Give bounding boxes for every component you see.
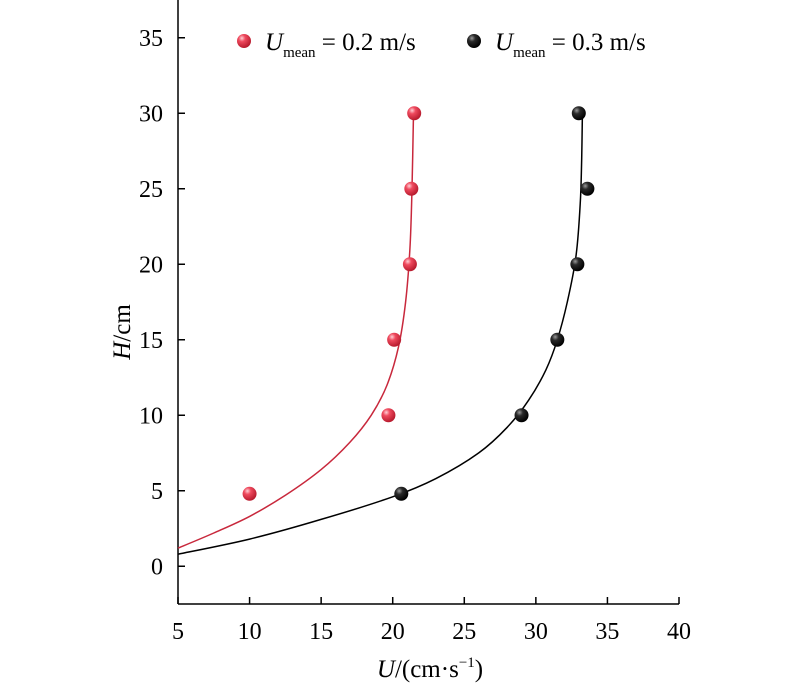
point-s1-2: [550, 332, 565, 347]
fit-curve-0: [177, 113, 415, 549]
data-points: [242, 106, 595, 501]
point-s1-3: [570, 257, 585, 272]
plot-frame: [177, 0, 679, 605]
legend-rest-0: = 0.2 m/s: [316, 29, 416, 56]
x-tick-label-4: 25: [452, 619, 476, 645]
y-tick-label-7: 35: [139, 26, 163, 52]
x-tick-label-6: 35: [595, 619, 619, 645]
point-s1-1: [514, 408, 529, 423]
legend-label-0: Umean = 0.2 m/s: [265, 29, 416, 61]
y-axis-title: H/cm: [109, 304, 136, 361]
legend-marker-1: [467, 34, 481, 48]
point-s0-4: [404, 181, 419, 196]
x-ticks: 5 10 15 20 25 30 35 40: [172, 597, 691, 645]
x-axis-title: U/(cm·s−1): [377, 655, 483, 683]
y-tick-label-5: 25: [139, 177, 163, 203]
x-tick-label-1: 10: [238, 619, 262, 645]
y-tick-label-4: 20: [139, 252, 163, 278]
y-axis-unit: /cm: [109, 304, 136, 342]
x-tick-label-0: 5: [172, 619, 184, 645]
x-axis-exp: −1: [459, 655, 475, 671]
legend-label-1: Umean = 0.3 m/s: [495, 29, 646, 61]
y-ticks: 0 5 10 15 20 25 30 35: [139, 26, 185, 580]
legend-marker-0: [237, 34, 251, 48]
y-tick-label-2: 10: [139, 403, 163, 429]
x-tick-label-2: 15: [309, 619, 333, 645]
point-s0-1: [381, 408, 396, 423]
point-s1-4: [580, 181, 595, 196]
point-s0-5: [407, 106, 422, 121]
x-axis-var: U: [377, 656, 397, 683]
y-tick-label-3: 15: [139, 328, 163, 354]
point-s1-5: [571, 106, 586, 121]
point-s0-3: [402, 257, 417, 272]
legend-sub-0: mean: [283, 45, 316, 61]
y-tick-label-0: 0: [151, 554, 163, 580]
point-s0-0: [242, 486, 257, 501]
y-tick-label-1: 5: [151, 479, 163, 505]
fit-curves: [177, 113, 584, 555]
y-tick-label-6: 30: [139, 101, 163, 127]
y-axis-var: H: [109, 340, 136, 361]
legend-rest-1: = 0.3 m/s: [546, 29, 646, 56]
x-tick-label-3: 20: [381, 619, 405, 645]
x-axis-unit: /(cm·s: [395, 656, 459, 683]
point-s1-0: [394, 486, 409, 501]
x-tick-label-7: 40: [667, 619, 691, 645]
point-s0-2: [387, 332, 402, 347]
legend-var-0: U: [265, 29, 285, 56]
legend: Umean = 0.2 m/s Umean = 0.3 m/s: [237, 29, 646, 61]
legend-item-0: Umean = 0.2 m/s: [237, 29, 416, 61]
legend-item-1: Umean = 0.3 m/s: [467, 29, 646, 61]
fit-curve-1: [177, 113, 584, 555]
legend-var-1: U: [495, 29, 515, 56]
x-axis-close: ): [475, 656, 483, 683]
x-tick-label-5: 30: [524, 619, 548, 645]
legend-sub-1: mean: [513, 45, 546, 61]
